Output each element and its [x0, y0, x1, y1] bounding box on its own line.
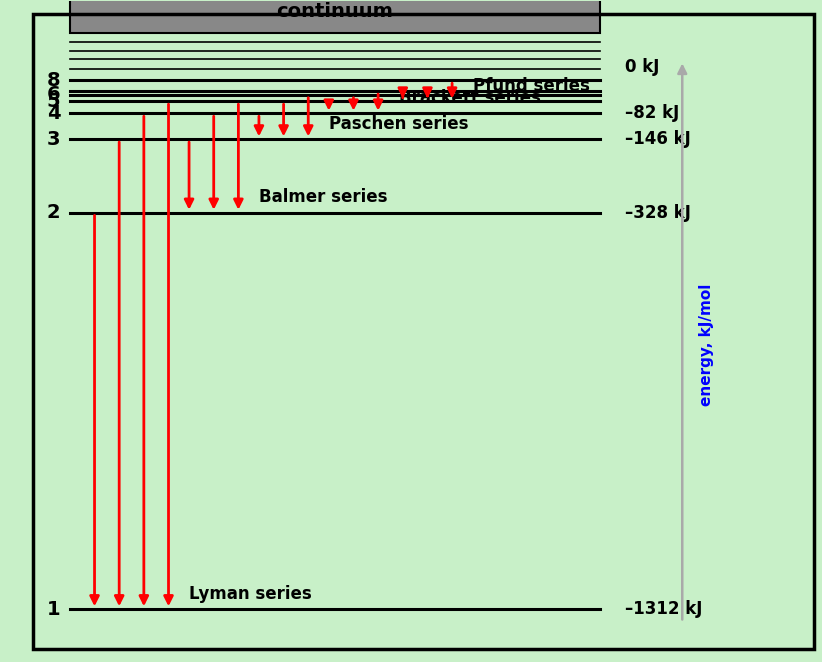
Text: 3: 3 — [47, 130, 60, 149]
Text: Brackett series: Brackett series — [399, 89, 541, 107]
Text: energy, kJ/mol: energy, kJ/mol — [700, 283, 714, 406]
Text: 4: 4 — [47, 104, 60, 123]
Text: –328 kJ: –328 kJ — [625, 204, 690, 222]
Text: 8: 8 — [47, 71, 60, 90]
Text: Lyman series: Lyman series — [189, 585, 312, 602]
Text: Balmer series: Balmer series — [259, 188, 387, 206]
Text: 6: 6 — [47, 85, 60, 105]
Text: –1312 kJ: –1312 kJ — [625, 600, 702, 618]
Text: 0 kJ: 0 kJ — [625, 58, 659, 76]
Text: continuum: continuum — [276, 3, 394, 21]
Text: 1: 1 — [47, 600, 60, 618]
Text: 5: 5 — [47, 92, 60, 111]
Text: 2: 2 — [47, 203, 60, 222]
Text: –146 kJ: –146 kJ — [625, 130, 690, 148]
Text: Pfund series: Pfund series — [473, 77, 589, 95]
Text: Paschen series: Paschen series — [329, 115, 469, 132]
Text: –82 kJ: –82 kJ — [625, 105, 679, 122]
FancyBboxPatch shape — [70, 0, 600, 33]
